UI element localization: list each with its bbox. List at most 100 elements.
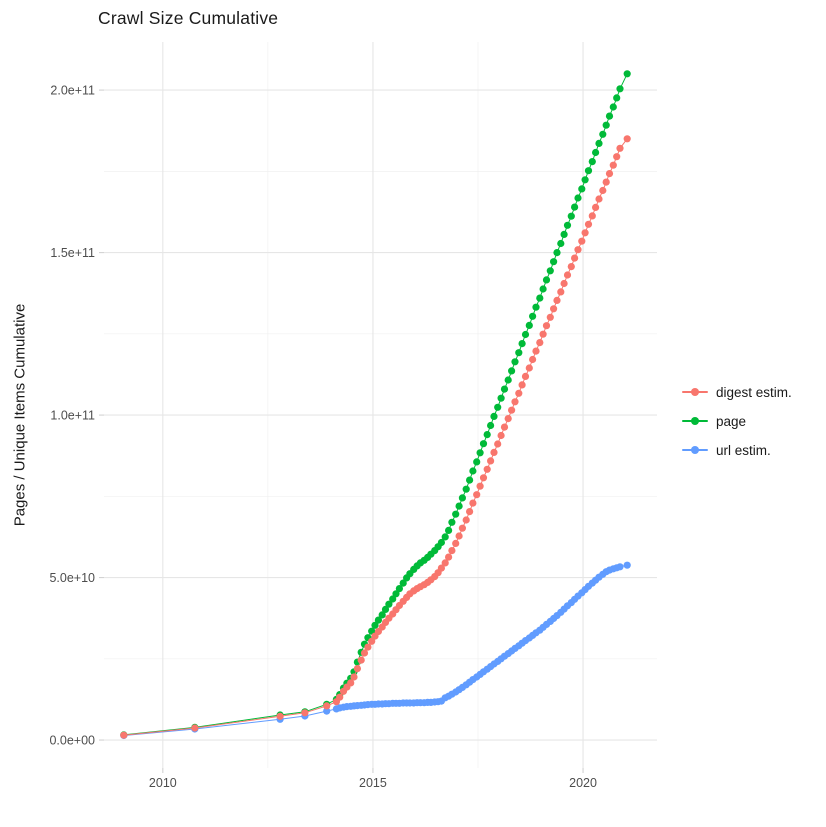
data-point (487, 421, 495, 430)
data-point (371, 621, 379, 629)
data-point (532, 347, 540, 355)
chart-title: Crawl Size Cumulative (98, 8, 279, 28)
data-point (521, 330, 530, 339)
data-point (592, 203, 600, 211)
data-point (360, 649, 369, 657)
y-tick-label: 1.5e+11 (50, 246, 95, 260)
data-point (508, 406, 516, 414)
data-point (301, 709, 309, 717)
data-point (536, 339, 544, 347)
data-point (588, 158, 596, 166)
legend-label-digest: digest estim. (716, 384, 792, 400)
data-point (518, 381, 526, 389)
x-tick-label: 2020 (569, 776, 597, 790)
data-point (602, 121, 610, 129)
data-point (494, 403, 502, 411)
data-point (120, 731, 128, 739)
legend-label-url: url estim. (716, 442, 771, 458)
data-point (609, 161, 617, 169)
data-point (448, 518, 456, 526)
data-point (616, 563, 624, 571)
data-point (458, 524, 466, 532)
data-point (518, 340, 526, 348)
data-point (581, 229, 589, 237)
data-point (479, 474, 488, 482)
data-point (550, 305, 558, 313)
data-point (448, 547, 456, 555)
legend-item-digest-estim: digest estim. (682, 384, 792, 400)
data-point (378, 611, 386, 619)
data-point (483, 465, 491, 473)
data-point (605, 112, 614, 120)
data-point (592, 148, 600, 157)
data-point (511, 398, 519, 406)
data-point (452, 510, 460, 518)
data-point (487, 457, 495, 465)
data-point (542, 276, 551, 284)
data-point (353, 665, 361, 673)
data-point (560, 230, 568, 238)
data-point (350, 673, 358, 681)
series-line-digest-estim- (123, 138, 628, 736)
x-tick-label: 2015 (359, 776, 387, 790)
data-point (560, 279, 568, 288)
data-point (581, 176, 589, 184)
legend-key-digest (682, 384, 708, 400)
data-point (532, 303, 540, 311)
data-point (529, 312, 537, 320)
data-point (515, 389, 523, 397)
data-point (546, 313, 554, 321)
data-point (368, 637, 376, 645)
data-point (490, 412, 498, 420)
data-point (504, 415, 512, 423)
data-point (550, 258, 558, 266)
data-point (452, 539, 460, 548)
x-tick-label: 2010 (149, 776, 177, 790)
data-point (536, 294, 544, 302)
data-point (479, 440, 488, 448)
data-point (588, 212, 596, 220)
data-point (494, 440, 502, 448)
data-point (571, 203, 579, 211)
data-point (515, 349, 523, 357)
data-point (323, 707, 331, 715)
data-point (441, 559, 449, 567)
data-point (511, 358, 519, 366)
data-point (584, 220, 593, 228)
data-point (276, 712, 284, 720)
data-point (613, 94, 621, 102)
data-point (469, 467, 477, 475)
data-point (357, 656, 365, 664)
data-point (529, 355, 537, 364)
data-point (539, 330, 547, 338)
data-point (563, 221, 572, 229)
data-point (437, 564, 445, 572)
data-point (609, 103, 617, 111)
data-point (599, 186, 607, 195)
data-point (553, 249, 561, 257)
data-point (595, 139, 603, 147)
data-point (497, 431, 505, 440)
data-point (497, 394, 505, 402)
data-point (462, 485, 470, 493)
data-point (546, 267, 554, 275)
data-point (599, 130, 607, 138)
y-tick-label: 0.0e+00 (49, 734, 95, 748)
data-point (578, 185, 586, 193)
data-point (500, 385, 509, 393)
legend-dot-icon (691, 388, 699, 396)
legend-label-page: page (716, 413, 747, 429)
data-point (567, 263, 575, 271)
y-axis-title: Pages / Unique Items Cumulative (11, 303, 29, 527)
y-tick-label: 5.0e+10 (49, 571, 95, 585)
data-point (476, 449, 484, 457)
data-point (574, 194, 582, 202)
data-point (613, 153, 621, 161)
data-point (476, 482, 484, 490)
data-point (605, 170, 614, 178)
data-point (445, 526, 453, 535)
data-point (364, 643, 372, 651)
series-line-page (123, 73, 628, 736)
data-point (483, 431, 491, 439)
